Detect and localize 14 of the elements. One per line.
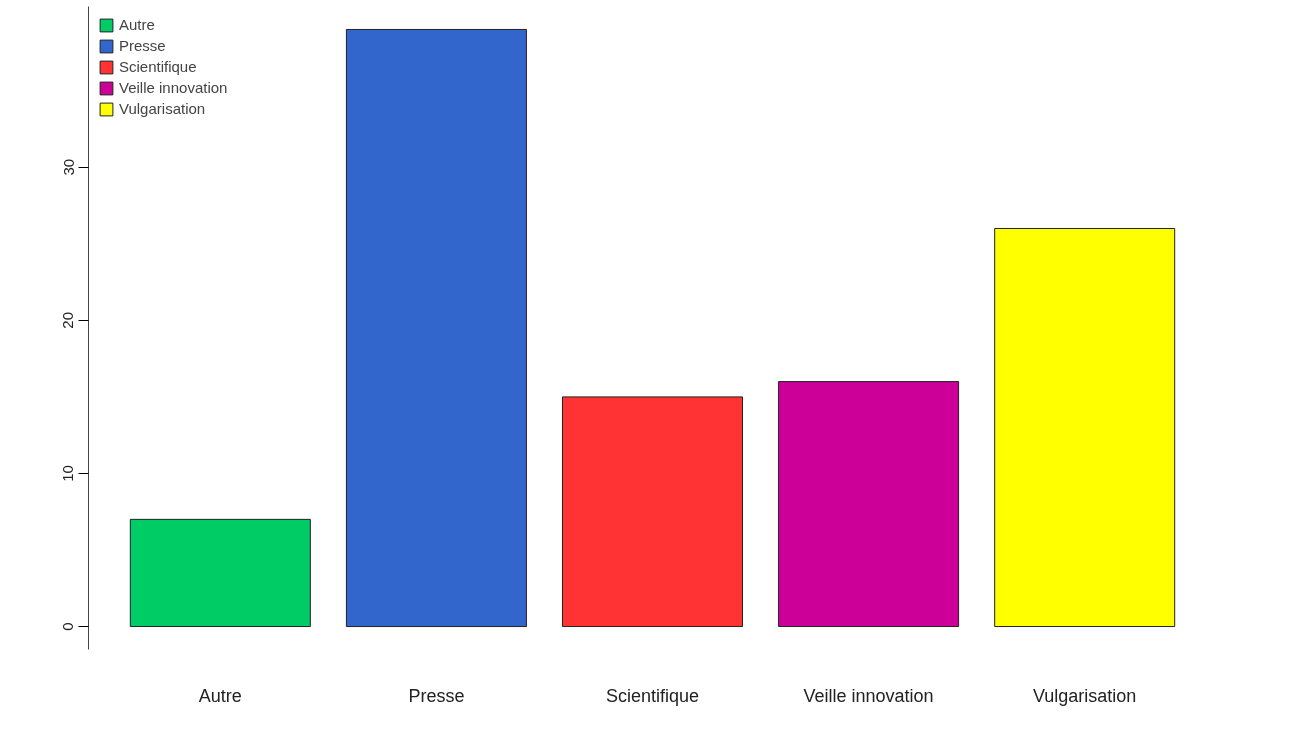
x-tick-label: Vulgarisation	[1032, 685, 1137, 706]
legend-label: Vulgarisation	[119, 100, 206, 117]
y-tick-label: 10	[59, 465, 77, 482]
legend-label: Presse	[119, 37, 166, 54]
x-tick-label: Scientifique	[605, 685, 700, 706]
y-tick-label: 20	[59, 312, 77, 329]
x-tick-label: Veille innovation	[803, 685, 934, 706]
y-tick-label: 0	[59, 622, 77, 631]
legend-label: Scientifique	[119, 58, 197, 75]
legend-label: Autre	[119, 16, 155, 33]
x-tick-label: Autre	[198, 685, 242, 706]
legend-label: Veille innovation	[119, 79, 228, 96]
y-tick-label: 30	[59, 158, 77, 176]
x-tick-label: Presse	[408, 685, 465, 706]
